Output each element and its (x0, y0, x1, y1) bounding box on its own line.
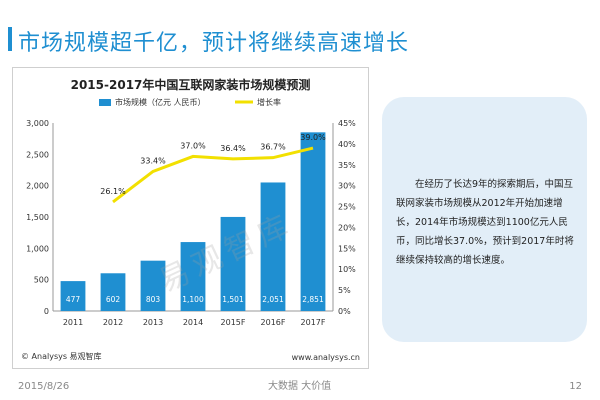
y-right-tick-label: 35% (338, 161, 356, 170)
y-right-tick-label: 45% (338, 119, 356, 128)
y-right-tick-label: 15% (338, 244, 356, 253)
x-tick-label: 2017F (301, 318, 326, 327)
chart-website: www.analysys.cn (291, 353, 360, 362)
slide-title: 市场规模超千亿，预计将继续高速增长 (18, 31, 410, 56)
bar (220, 216, 246, 311)
x-tick-label: 2013 (143, 318, 163, 327)
y-right-tick-label: 0% (338, 307, 351, 316)
bar (260, 182, 286, 311)
y-left-tick-label: 500 (34, 276, 49, 285)
bar-value-label: 2,051 (262, 295, 284, 304)
summary-text: 在经历了长达9年的探索期后，中国互联网家装市场规模从2012年开始加速增长，20… (396, 179, 574, 266)
y-right-tick-label: 5% (338, 286, 351, 295)
growth-line (112, 146, 314, 204)
y-left-tick-label: 1,000 (26, 244, 49, 253)
y-right-tick-label: 30% (338, 182, 356, 191)
growth-value-label: 26.1% (100, 187, 126, 196)
slide-date: 2015/8/26 (18, 381, 70, 392)
bar (100, 273, 126, 311)
growth-value-label: 33.4% (140, 156, 166, 165)
growth-value-label: 39.0% (300, 133, 326, 142)
y-right-tick-label: 10% (338, 265, 356, 274)
title-accent-bar (8, 27, 12, 51)
x-tick-label: 2011 (63, 318, 83, 327)
bar (300, 132, 326, 311)
bar (60, 281, 86, 311)
bar (180, 242, 206, 311)
y-left-tick-label: 2,500 (26, 150, 49, 159)
legend-line-label: 增长率 (257, 97, 281, 107)
y-left-tick-label: 2,000 (26, 182, 49, 191)
chart-svg: 0 500 1,000 1,500 2,000 2,500 3,000 0% 5% 10% 15% 2… (26, 97, 356, 327)
bar-value-label: 602 (106, 295, 121, 304)
slide-tagline: 大数据 大价值 (268, 381, 332, 392)
legend-bar-swatch (99, 99, 111, 106)
bar-value-label: 477 (66, 295, 81, 304)
chart-title: 2015-2017年中国互联网家装市场规模预测 (70, 78, 311, 92)
bar (140, 260, 166, 311)
y-left-tick-label: 1,500 (26, 213, 49, 222)
bar-value-label: 803 (146, 295, 161, 304)
page-number: 12 (569, 381, 582, 392)
x-tick-label: 2016F (261, 318, 286, 327)
growth-value-label: 36.7% (260, 143, 286, 152)
y-left-tick-label: 3,000 (26, 119, 49, 128)
y-right-tick-label: 25% (338, 203, 356, 212)
chart-source: © Analysys 易观智库 (21, 352, 102, 361)
bar-value-label: 2,851 (302, 295, 324, 304)
growth-value-label: 37.0% (180, 141, 206, 150)
growth-value-label: 36.4% (220, 144, 246, 153)
x-tick-label: 2015F (221, 318, 246, 327)
bar-value-label: 1,501 (222, 295, 244, 304)
summary-card: 在经历了长达9年的探索期后，中国互联网家装市场规模从2012年开始加速增长，20… (382, 97, 587, 342)
bar-value-label: 1,100 (182, 295, 204, 304)
y-right-tick-label: 40% (338, 140, 356, 149)
y-left-tick-label: 0 (44, 307, 49, 316)
chart-card: 2015-2017年中国互联网家装市场规模预测 0 500 1,000 1,500 2,… (12, 67, 369, 369)
x-tick-label: 2014 (183, 318, 203, 327)
y-right-tick-label: 20% (338, 223, 356, 232)
x-tick-label: 2012 (103, 318, 123, 327)
legend-bar-label: 市场规模（亿元 人民币） (115, 97, 206, 107)
